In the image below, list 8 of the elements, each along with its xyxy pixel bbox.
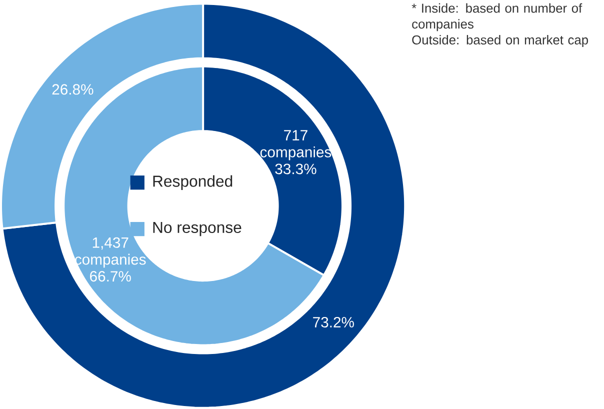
legend-label: Responded [153, 175, 232, 190]
text: Outside: based on market cap [412, 35, 588, 48]
legend-label: No response [153, 222, 242, 236]
data-label: 717 companies 33.3% [260, 130, 332, 174]
data-label: 1,437 companies 66.7% [75, 237, 146, 282]
data-label: 73.2% [313, 317, 354, 328]
text: * Inside: based on number of companies [412, 3, 582, 32]
data-label: 26.8% [52, 84, 94, 95]
